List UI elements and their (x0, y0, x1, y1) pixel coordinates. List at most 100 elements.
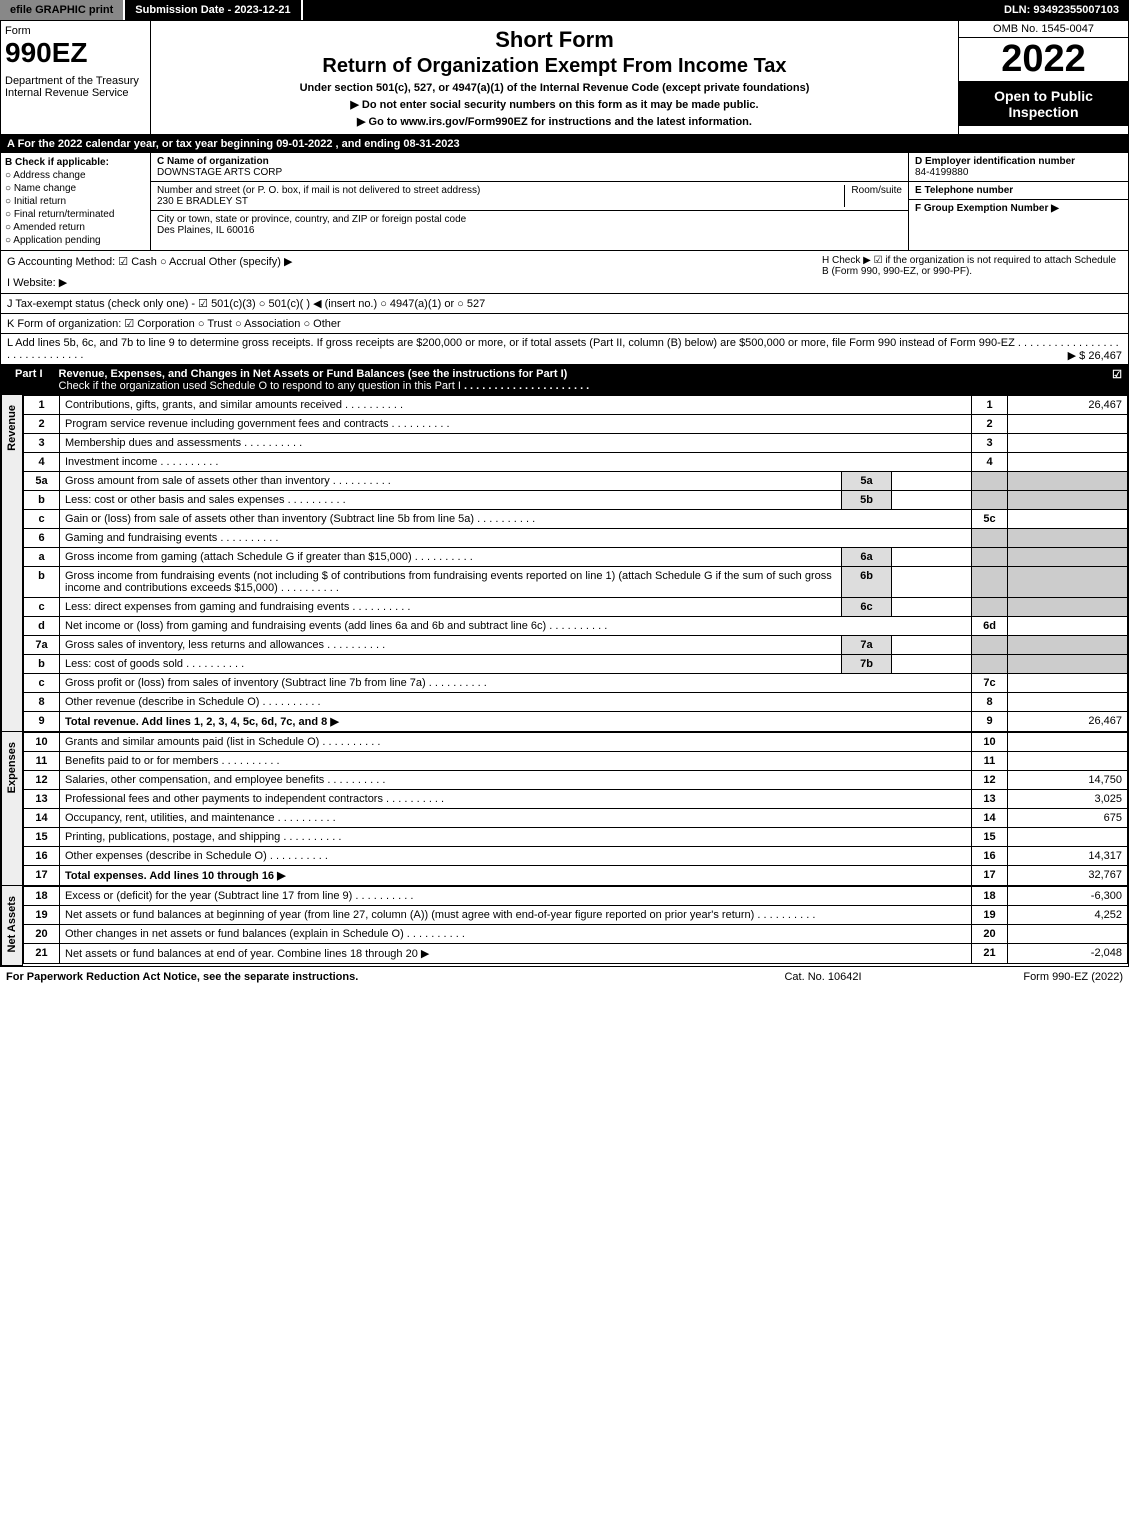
line-number: 18 (24, 887, 60, 906)
right-line-number (972, 472, 1008, 491)
goto-link[interactable]: ▶ Go to www.irs.gov/Form990EZ for instru… (159, 115, 950, 128)
right-line-value (1008, 491, 1128, 510)
right-line-number: 3 (972, 434, 1008, 453)
sub-line-number: 5a (842, 472, 892, 491)
line-description: Gross income from gaming (attach Schedul… (60, 548, 842, 567)
right-line-value (1008, 636, 1128, 655)
line-number: 16 (24, 847, 60, 866)
line-description: Professional fees and other payments to … (60, 790, 972, 809)
line-number: 19 (24, 906, 60, 925)
right-line-value (1008, 828, 1128, 847)
dln-label: DLN: 93492355007103 (994, 0, 1129, 20)
line-description: Gross income from fundraising events (no… (60, 567, 842, 598)
chk-initial-return[interactable]: ○ Initial return (5, 196, 146, 207)
table-row: 7aGross sales of inventory, less returns… (24, 636, 1128, 655)
line-description: Less: cost of goods sold . . . . . . . .… (60, 655, 842, 674)
line-number: b (24, 567, 60, 598)
table-row: 4Investment income . . . . . . . . . .4 (24, 453, 1128, 472)
line-description: Other expenses (describe in Schedule O) … (60, 847, 972, 866)
right-line-value (1008, 434, 1128, 453)
col-d-ids: D Employer identification number 84-4199… (908, 153, 1128, 250)
website: I Website: ▶ (7, 276, 822, 289)
chk-amended-return[interactable]: ○ Amended return (5, 222, 146, 233)
chk-application-pending[interactable]: ○ Application pending (5, 235, 146, 246)
revenue-table: 1Contributions, gifts, grants, and simil… (23, 395, 1128, 732)
right-line-number: 19 (972, 906, 1008, 925)
right-line-number (972, 598, 1008, 617)
right-line-number: 13 (972, 790, 1008, 809)
table-row: bGross income from fundraising events (n… (24, 567, 1128, 598)
right-line-value (1008, 693, 1128, 712)
table-row: 1Contributions, gifts, grants, and simil… (24, 396, 1128, 415)
form-word: Form (5, 25, 146, 37)
right-line-number: 14 (972, 809, 1008, 828)
check-if-applicable: B Check if applicable: (5, 157, 146, 168)
line-number: 7a (24, 636, 60, 655)
line-number: 6 (24, 529, 60, 548)
right-line-value (1008, 925, 1128, 944)
right-line-number: 5c (972, 510, 1008, 529)
right-line-number: 12 (972, 771, 1008, 790)
line-number: 11 (24, 752, 60, 771)
col-c-org: C Name of organization DOWNSTAGE ARTS CO… (151, 153, 908, 250)
line-description: Gross sales of inventory, less returns a… (60, 636, 842, 655)
sub-line-value (892, 598, 972, 617)
right-line-value (1008, 415, 1128, 434)
line-number: c (24, 674, 60, 693)
right-line-number: 9 (972, 712, 1008, 732)
city-value: Des Plaines, IL 60016 (157, 225, 254, 236)
form-of-organization: K Form of organization: ☑ Corporation ○ … (1, 314, 1128, 334)
chk-address-change[interactable]: ○ Address change (5, 170, 146, 181)
line-description: Contributions, gifts, grants, and simila… (60, 396, 972, 415)
line-number: c (24, 598, 60, 617)
right-line-number: 21 (972, 944, 1008, 964)
line-description: Printing, publications, postage, and shi… (60, 828, 972, 847)
right-line-value (1008, 529, 1128, 548)
line-description: Gain or (loss) from sale of assets other… (60, 510, 972, 529)
submission-date: Submission Date - 2023-12-21 (125, 0, 302, 20)
line-number: b (24, 491, 60, 510)
right-line-number: 11 (972, 752, 1008, 771)
line-description: Benefits paid to or for members . . . . … (60, 752, 972, 771)
part-title: Revenue, Expenses, and Changes in Net As… (59, 368, 568, 380)
gross-receipts: L Add lines 5b, 6c, and 7b to line 9 to … (1, 334, 1128, 365)
table-row: cGross profit or (loss) from sales of in… (24, 674, 1128, 693)
table-row: 9Total revenue. Add lines 1, 2, 3, 4, 5c… (24, 712, 1128, 732)
tax-exempt-status: J Tax-exempt status (check only one) - ☑… (1, 294, 1128, 314)
sub-line-number: 6a (842, 548, 892, 567)
right-line-value: 32,767 (1008, 866, 1128, 886)
chk-final-return[interactable]: ○ Final return/terminated (5, 209, 146, 220)
table-row: 17Total expenses. Add lines 10 through 1… (24, 866, 1128, 886)
right-line-value (1008, 510, 1128, 529)
table-row: 15Printing, publications, postage, and s… (24, 828, 1128, 847)
right-line-number (972, 636, 1008, 655)
table-row: 5aGross amount from sale of assets other… (24, 472, 1128, 491)
table-row: 11Benefits paid to or for members . . . … (24, 752, 1128, 771)
line-description: Excess or (deficit) for the year (Subtra… (60, 887, 972, 906)
line-description: Net income or (loss) from gaming and fun… (60, 617, 972, 636)
right-line-number: 20 (972, 925, 1008, 944)
org-info-section: B Check if applicable: ○ Address change … (1, 153, 1128, 251)
right-line-number: 2 (972, 415, 1008, 434)
right-line-value: 675 (1008, 809, 1128, 828)
right-line-number: 6d (972, 617, 1008, 636)
page-footer: For Paperwork Reduction Act Notice, see … (0, 967, 1129, 987)
line-number: 15 (24, 828, 60, 847)
department: Department of the Treasury Internal Reve… (5, 75, 146, 99)
omb-number: OMB No. 1545-0047 (959, 21, 1128, 38)
netassets-table: 18Excess or (deficit) for the year (Subt… (23, 886, 1128, 964)
right-line-value: 3,025 (1008, 790, 1128, 809)
right-line-number (972, 548, 1008, 567)
right-line-number: 4 (972, 453, 1008, 472)
table-row: cGain or (loss) from sale of assets othe… (24, 510, 1128, 529)
line-number: 13 (24, 790, 60, 809)
line-number: 20 (24, 925, 60, 944)
line-number: a (24, 548, 60, 567)
expenses-table: 10Grants and similar amounts paid (list … (23, 732, 1128, 886)
form-id-footer: Form 990-EZ (2022) (923, 971, 1123, 983)
chk-name-change[interactable]: ○ Name change (5, 183, 146, 194)
schedule-o-checkbox[interactable]: ☑ (1112, 368, 1122, 392)
line-description: Gross amount from sale of assets other t… (60, 472, 842, 491)
street-address: 230 E BRADLEY ST (157, 196, 248, 207)
efile-button[interactable]: efile GRAPHIC print (0, 0, 125, 20)
